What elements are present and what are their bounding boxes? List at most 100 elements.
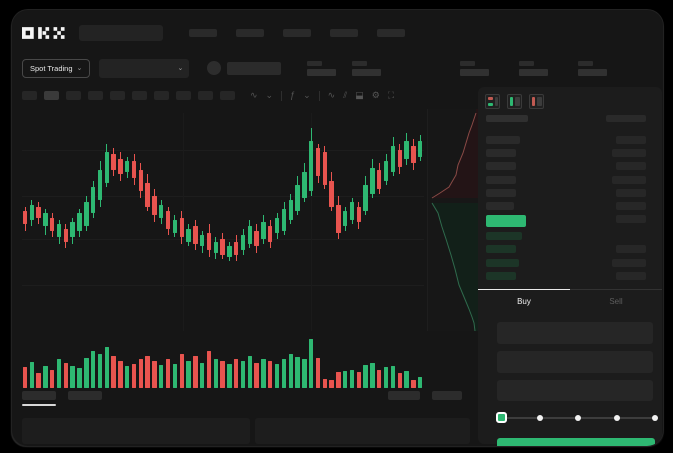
nav-item[interactable] [236, 29, 264, 37]
orderbook-ask-row[interactable] [486, 189, 516, 197]
orderbook-amount-row[interactable] [616, 189, 646, 197]
volume-bar [397, 373, 402, 388]
candle-body [261, 222, 266, 240]
timeframe-button[interactable] [132, 91, 147, 100]
orderbook-ask-row[interactable] [486, 176, 516, 184]
candle-body [390, 145, 396, 172]
amount-field[interactable] [497, 351, 653, 373]
orderbook-amount-row[interactable] [616, 136, 646, 144]
candle-body [179, 217, 184, 238]
settings-gear-icon[interactable]: ⚙ [371, 90, 380, 100]
search-input[interactable] [79, 25, 163, 41]
total-field[interactable] [497, 380, 653, 401]
tab-sell[interactable]: Sell [609, 297, 623, 306]
orderbook-ask-row[interactable] [486, 149, 516, 157]
depth-chart [427, 109, 480, 332]
volume-pane [22, 336, 424, 388]
timeframe-button[interactable] [110, 91, 125, 100]
slider-stop-dot[interactable] [575, 415, 581, 421]
active-tab-indicator [478, 289, 570, 290]
timeframe-button[interactable] [220, 91, 235, 100]
timeframe-button[interactable] [66, 91, 81, 100]
compare-icon[interactable]: ⫽ [343, 90, 348, 100]
volume-bar [152, 360, 157, 388]
candle-body [240, 235, 246, 251]
fullscreen-icon[interactable]: ⛶ [387, 90, 395, 100]
candle-style-icon[interactable]: ƒ [290, 90, 296, 100]
slider-handle[interactable] [496, 412, 507, 423]
camera-icon[interactable]: ⬓ [355, 90, 364, 100]
candle-body [288, 200, 293, 220]
orderbook-amount-row[interactable] [612, 149, 646, 157]
orderbook-ask-row[interactable] [486, 202, 514, 210]
bottom-tab-active[interactable] [22, 391, 56, 400]
orderbook-amount-row[interactable] [616, 272, 646, 280]
orderbook-ask-row[interactable] [486, 162, 516, 170]
orderbook-amount-row[interactable] [616, 245, 646, 253]
nav-item[interactable] [283, 29, 311, 37]
bottom-action-placeholder[interactable] [432, 391, 462, 400]
timeframe-button[interactable] [154, 91, 169, 100]
slider-stop-dot[interactable] [613, 415, 620, 421]
nav-item[interactable] [330, 29, 358, 37]
orderbook-bid-row[interactable] [486, 259, 519, 267]
orderbook-view-switcher [485, 94, 544, 109]
buy-button[interactable] [497, 438, 655, 446]
orderbook-amount-row[interactable] [616, 162, 646, 170]
candle-chart[interactable] [22, 113, 424, 331]
candle-body [152, 195, 157, 216]
nav-item[interactable] [189, 29, 217, 37]
candle-body [138, 169, 144, 192]
candle-body [84, 202, 89, 227]
orderbook-bid-row[interactable] [486, 272, 516, 280]
timeframe-button[interactable] [176, 91, 191, 100]
timeframe-button[interactable] [198, 91, 213, 100]
orderbook-amount-row[interactable] [616, 202, 646, 210]
indicator-wave-icon[interactable]: ∿ [250, 90, 258, 100]
orderbook-last-price[interactable] [486, 215, 526, 227]
spot-trading-label: Spot Trading [30, 63, 73, 73]
line-tool-icon[interactable]: ∿ [327, 90, 336, 100]
tab-buy[interactable]: Buy [517, 297, 531, 306]
volume-bar [261, 358, 266, 388]
orderbook-ask-row[interactable] [486, 136, 520, 144]
chevron-down-icon[interactable]: ⌄ [303, 90, 311, 100]
volume-bar [336, 372, 341, 388]
candle-body [43, 213, 48, 227]
orderbook-amount-row[interactable] [612, 259, 646, 267]
volume-bar [322, 378, 327, 388]
bottom-tab[interactable] [68, 391, 102, 400]
candle-body [213, 241, 218, 253]
timeframe-button-selected[interactable] [44, 91, 59, 100]
timeframe-button[interactable] [88, 91, 103, 100]
candle-body [268, 226, 273, 242]
spot-trading-dropdown[interactable]: Spot Trading ⌄ [22, 58, 91, 78]
candle-body [247, 226, 253, 244]
chevron-down-icon[interactable]: ⌄ [265, 90, 274, 100]
timeframe-button[interactable] [22, 91, 37, 100]
orderbook-bid-row[interactable] [486, 245, 516, 253]
candle-body [77, 213, 82, 231]
okx-logo[interactable] [22, 27, 66, 39]
orderbook-amount-row[interactable] [612, 176, 646, 184]
volume-bar [315, 357, 321, 388]
book-buy-icon[interactable] [507, 94, 522, 109]
nav-item[interactable] [377, 29, 405, 37]
pair-select-dropdown[interactable]: ⌄ [99, 58, 190, 78]
bottom-action-placeholder[interactable] [388, 391, 420, 400]
volume-bar [50, 369, 55, 388]
orderbook-amount-row[interactable] [616, 215, 646, 223]
volume-bar [363, 364, 368, 388]
slider-stop-dot[interactable] [652, 415, 658, 421]
history-panel-placeholder [255, 418, 470, 444]
book-sell-icon[interactable] [529, 94, 544, 109]
price-field[interactable] [497, 322, 653, 344]
candle-body [97, 169, 103, 201]
orderbook-bid-row[interactable] [486, 232, 522, 240]
volume-bar [199, 363, 205, 388]
book-both-icon[interactable] [485, 94, 500, 109]
amount-slider[interactable] [496, 412, 658, 423]
slider-stop-dot[interactable] [536, 415, 543, 421]
candle-body [131, 160, 137, 179]
candle-body [90, 187, 96, 214]
